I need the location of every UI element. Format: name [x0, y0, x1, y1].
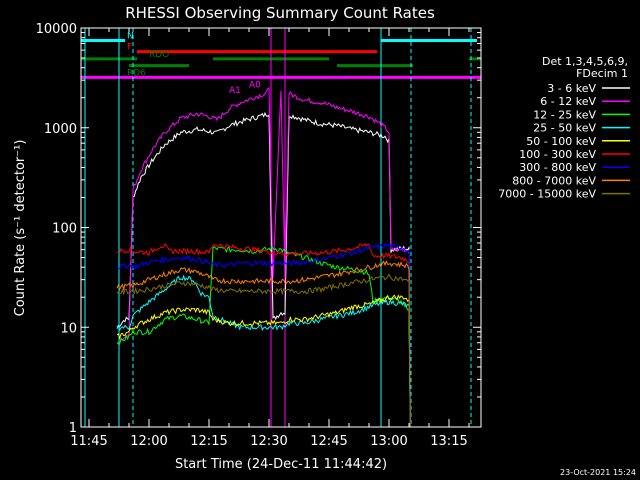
x-axis-label: Start Time (24-Dec-11 11:44:42) — [175, 457, 387, 472]
footer-timestamp: 23-Oct-2021 15:24 — [560, 468, 636, 477]
flag-label-f: F — [127, 43, 132, 53]
flag-label-n: N — [127, 31, 134, 41]
flag-label-a0: A0 — [249, 80, 261, 90]
flag-label-rd6: RD6 — [127, 69, 146, 79]
y-axis-ticks: 1 10 100 1000 10000 — [36, 22, 481, 436]
series-line-5 — [116, 243, 413, 428]
legend-entry-label: 300 - 800 keV — [519, 161, 596, 174]
y-axis-label: Count Rate (s⁻¹ detector⁻¹) — [13, 140, 28, 317]
y-tick-label: 10 — [60, 321, 77, 336]
x-axis-ticks: 11:45 12:00 12:15 12:30 12:45 13:00 13:15 — [70, 28, 470, 449]
legend-entry-label: 3 - 6 keV — [547, 82, 596, 95]
legend-entry-label: 12 - 25 keV — [533, 108, 596, 121]
series-line-3 — [116, 274, 413, 428]
series-line-7 — [116, 260, 413, 428]
series-line-6 — [116, 242, 413, 428]
flag-label-a1: A1 — [229, 86, 241, 96]
vertical-markers — [84, 28, 472, 427]
legend-entry-label: 6 - 12 keV — [540, 95, 596, 108]
x-tick-label: 12:45 — [310, 434, 347, 449]
series-line-1 — [116, 87, 413, 428]
series-line-2 — [116, 245, 413, 428]
series-lines — [116, 87, 413, 428]
x-tick-label: 12:15 — [190, 434, 227, 449]
legend-entry-label: 50 - 100 keV — [526, 135, 596, 148]
y-tick-label: 10000 — [36, 22, 77, 37]
x-tick-label: 13:15 — [430, 434, 467, 449]
chart-title: RHESSI Observing Summary Count Rates — [125, 4, 435, 22]
flag-label-rdo: RDO — [149, 50, 169, 60]
series-line-0 — [116, 111, 413, 428]
legend-header-line: Det 1,3,4,5,6,9, — [542, 55, 628, 68]
legend-entry-label: 7000 - 15000 keV — [498, 188, 596, 201]
legend-entry-label: 25 - 50 keV — [533, 122, 596, 135]
y-tick-label: 1000 — [44, 122, 77, 137]
legend-entry-label: 800 - 7000 keV — [512, 174, 596, 187]
y-tick-label: 100 — [52, 222, 77, 237]
x-tick-label: 11:45 — [70, 434, 107, 449]
legend-entry-label: 100 - 300 keV — [519, 148, 596, 161]
y-tick-label: 1 — [69, 421, 77, 436]
legend-header-line: FDecim 1 — [576, 67, 628, 80]
series-line-8 — [116, 273, 413, 428]
x-tick-label: 13:00 — [370, 434, 407, 449]
x-tick-label: 12:30 — [250, 434, 287, 449]
x-tick-label: 12:00 — [130, 434, 167, 449]
series-line-4 — [116, 294, 413, 428]
